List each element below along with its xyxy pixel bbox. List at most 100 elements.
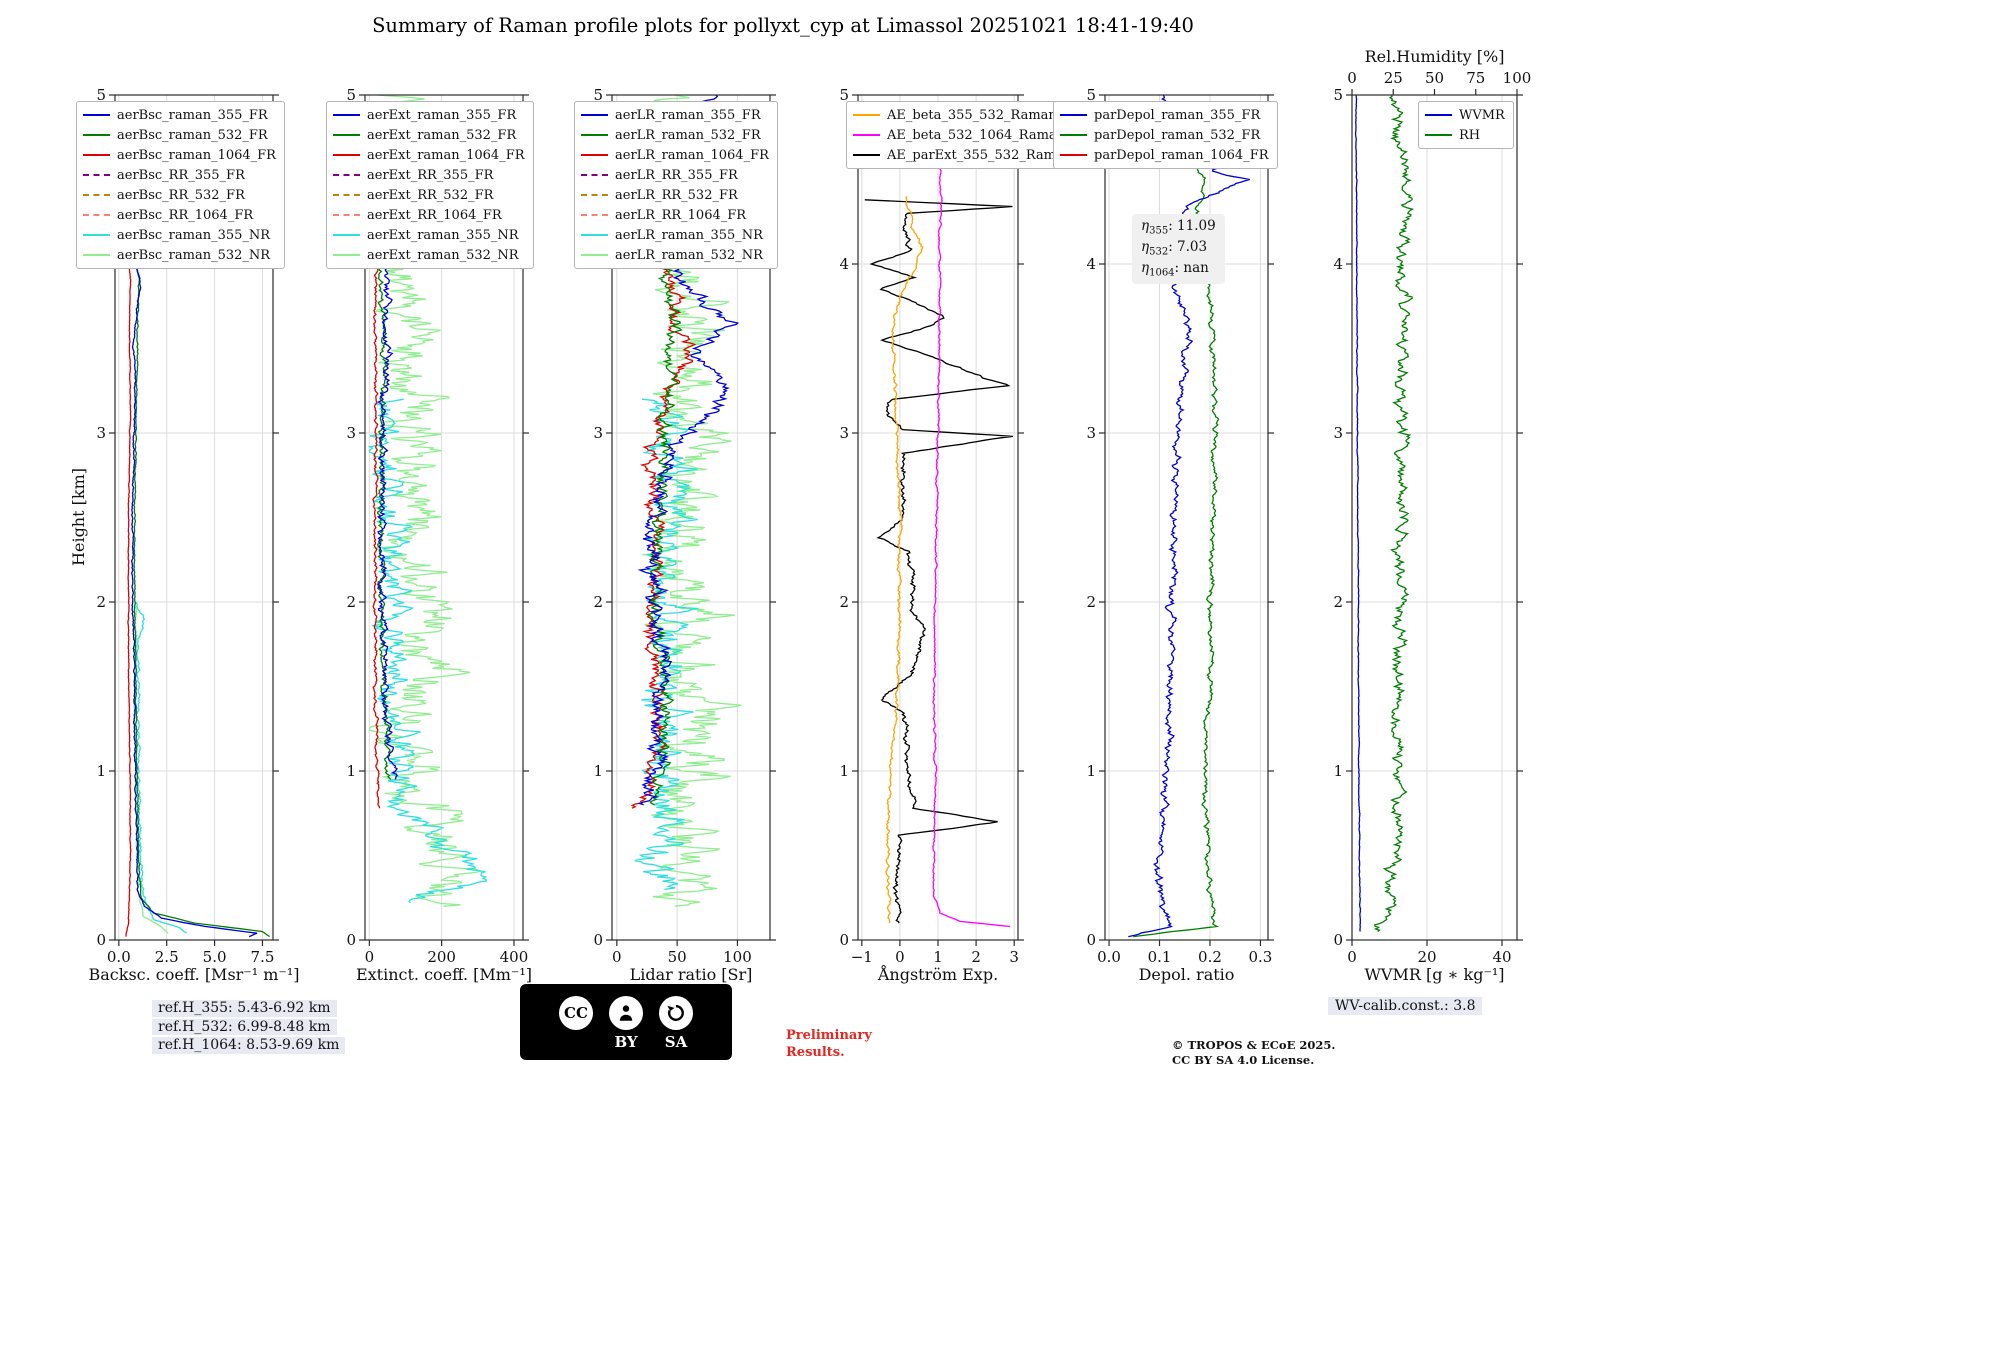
x-tick-label: 400 <box>500 948 529 966</box>
reference-heights-box: ref.H_355: 5.43-6.92 km ref.H_532: 6.99-8… <box>152 1000 346 1056</box>
legend-label: aerExt_RR_355_FR <box>367 167 494 183</box>
cc-license-badge: CC BY SA <box>520 984 732 1060</box>
y-tick-label: 3 <box>1086 424 1096 442</box>
legend-entry: aerBsc_raman_532_NR <box>83 245 276 265</box>
y-tick-label: 5 <box>96 86 106 104</box>
y-tick-label: 1 <box>346 762 356 780</box>
x-tick-label: 0 <box>1347 948 1357 966</box>
legend-line-sample <box>581 134 608 136</box>
y-tick-label: 5 <box>346 86 356 104</box>
y-tick-label: 3 <box>346 424 356 442</box>
x-tick-label: 100 <box>723 948 752 966</box>
legend-entry: parDepol_raman_1064_FR <box>1060 145 1269 165</box>
legend-line-sample <box>853 134 880 136</box>
legend-entry: parDepol_raman_532_FR <box>1060 125 1269 145</box>
eta-line: η1064: nan <box>1141 260 1209 280</box>
legend-label: aerBsc_raman_532_NR <box>117 247 271 263</box>
series-aerExt_raman_1064_FR <box>372 247 381 809</box>
legend-entry: aerBsc_RR_355_FR <box>83 165 276 185</box>
legend-entry: WVMR <box>1425 105 1505 125</box>
legend-line-sample <box>333 254 360 256</box>
y-tick-label: 0 <box>1086 931 1096 949</box>
legend-line-sample <box>333 214 360 216</box>
x-tick-label: 0 <box>895 948 905 966</box>
legend-wvmr-rh: WVMR RH <box>1418 101 1514 149</box>
y-tick-label: 3 <box>96 424 106 442</box>
cc-icon: CC <box>559 995 593 1030</box>
y-tick-label: 1 <box>593 762 603 780</box>
legend-entry: aerLR_raman_1064_FR <box>581 145 769 165</box>
legend-label: AE_beta_532_1064_Raman_FR <box>887 127 1091 143</box>
legend-entry: aerLR_RR_355_FR <box>581 165 769 185</box>
legend-line-sample <box>83 254 110 256</box>
series-RH <box>1373 95 1415 933</box>
legend-entry: parDepol_raman_355_FR <box>1060 105 1269 125</box>
legend-label: aerBsc_RR_355_FR <box>117 167 245 183</box>
legend-label: aerExt_raman_532_NR <box>367 247 519 263</box>
legend-entry: aerLR_RR_1064_FR <box>581 205 769 225</box>
legend-line-sample <box>581 214 608 216</box>
ref-height-line: ref.H_1064: 8.53-9.69 km <box>152 1037 346 1054</box>
legend-line-sample <box>333 134 360 136</box>
top-tick-label: 75 <box>1466 69 1485 87</box>
series-WVMR <box>1354 95 1362 932</box>
y-tick-label: 2 <box>1086 593 1096 611</box>
legend-entry: aerBsc_raman_355_FR <box>83 105 276 125</box>
legend-entry: aerExt_RR_355_FR <box>333 165 525 185</box>
ref-height-line: ref.H_532: 6.99-8.48 km <box>152 1018 337 1036</box>
y-tick-label: 1 <box>839 762 849 780</box>
wv-calib-note: WV-calib.const.: 3.8 <box>1328 997 1483 1015</box>
legend-backscatter: aerBsc_raman_355_FR aerBsc_raman_532_FR ae… <box>76 101 285 269</box>
figure-title: Summary of Raman profile plots for polly… <box>372 14 1194 37</box>
y-tick-label: 4 <box>1086 255 1096 273</box>
x-axis-label: WVMR [g ∗ kg⁻¹] <box>1364 965 1504 984</box>
legend-line-sample <box>853 114 880 116</box>
top-tick-label: 50 <box>1425 69 1444 87</box>
series-aerLR_raman_532_FR <box>646 246 683 806</box>
legend-entry: aerExt_raman_532_FR <box>333 125 525 145</box>
cc-badge-text: BY SA <box>559 1033 693 1051</box>
legend-label: aerLR_RR_355_FR <box>615 167 738 183</box>
legend-line-sample <box>581 254 608 256</box>
x-axis-label: Extinct. coeff. [Mm⁻¹] <box>356 965 532 984</box>
y-tick-label: 0 <box>346 931 356 949</box>
cc-sa-arrow-icon <box>659 995 693 1030</box>
x-tick-label: 2.5 <box>155 948 179 966</box>
legend-entry: aerExt_raman_355_NR <box>333 225 525 245</box>
legend-label: aerExt_RR_1064_FR <box>367 207 502 223</box>
legend-label: aerBsc_raman_355_NR <box>117 227 271 243</box>
legend-line-sample <box>581 234 608 236</box>
series-aerExt_raman_355_FR <box>376 246 399 780</box>
x-tick-label: 0.0 <box>107 948 131 966</box>
legend-label: aerLR_raman_1064_FR <box>615 147 769 163</box>
legend-label: aerLR_raman_532_FR <box>615 127 761 143</box>
series-aerBsc_raman_355_FR <box>128 250 258 938</box>
y-tick-label: 1 <box>96 762 106 780</box>
legend-line-sample <box>83 154 110 156</box>
legend-entry: aerLR_raman_355_NR <box>581 225 769 245</box>
x-tick-label: 0 <box>365 948 375 966</box>
x-tick-label: 0.2 <box>1198 948 1222 966</box>
plot-border <box>364 94 524 941</box>
series-AE_parExt_355_532_Raman_FR <box>864 199 1013 924</box>
y-tick-label: 2 <box>593 593 603 611</box>
legend-label: aerExt_raman_355_FR <box>367 107 517 123</box>
legend-entry: AE_parExt_355_532_Raman_FR <box>853 145 1097 165</box>
cc-sa-label: SA <box>664 1032 688 1051</box>
legend-label: parDepol_raman_1064_FR <box>1094 147 1269 163</box>
eta-line: η355: 11.09 <box>1141 218 1216 237</box>
legend-label: aerBsc_raman_1064_FR <box>117 147 276 163</box>
plot-border <box>1351 94 1518 941</box>
legend-entry: aerExt_RR_1064_FR <box>333 205 525 225</box>
top-axis-label: Rel.Humidity [%] <box>1365 47 1505 66</box>
legend-line-sample <box>333 234 360 236</box>
x-tick-label: 5.0 <box>203 948 227 966</box>
legend-entry: AE_beta_532_1064_Raman_FR <box>853 125 1097 145</box>
y-tick-label: 2 <box>839 593 849 611</box>
top-tick-label: 100 <box>1503 69 1532 87</box>
y-tick-label: 1 <box>1086 762 1096 780</box>
legend-entry: aerExt_raman_532_NR <box>333 245 525 265</box>
